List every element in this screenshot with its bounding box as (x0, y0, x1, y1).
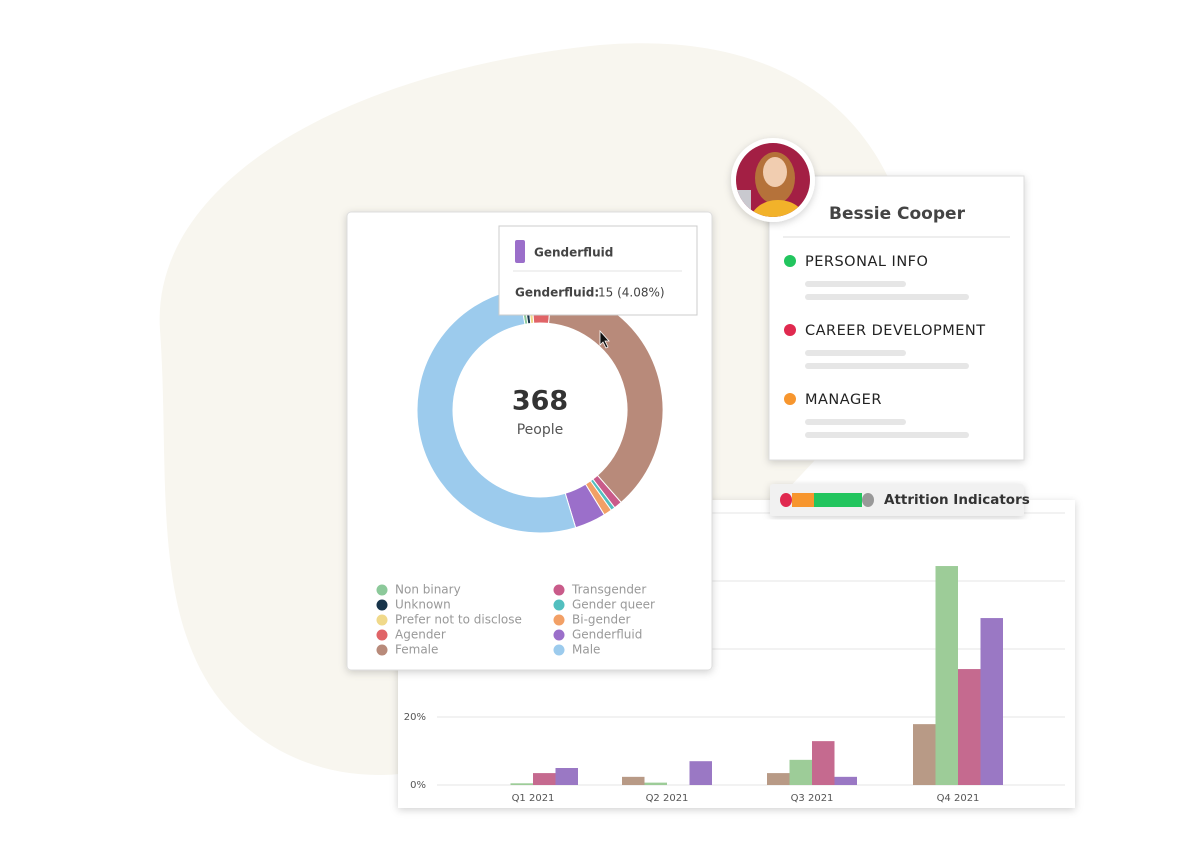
bar (935, 566, 958, 785)
placeholder-line (805, 294, 969, 300)
bar (913, 724, 936, 785)
x-tick-label: Q3 2021 (791, 793, 834, 804)
placeholder-line (805, 350, 906, 356)
section-dot (784, 324, 796, 336)
tooltip-title: Genderfluid (534, 246, 613, 260)
section-dot (784, 393, 796, 405)
tooltip-label: Genderfluid: (515, 286, 599, 300)
indicator-segment (780, 493, 792, 507)
placeholder-line (805, 432, 969, 438)
bar (622, 776, 645, 785)
legend-label: Transgender (571, 583, 646, 597)
legend-swatch (553, 584, 565, 596)
y-tick-label: 20% (404, 712, 426, 723)
indicator-segment (862, 493, 874, 507)
legend-swatch (376, 584, 388, 596)
tooltip-value: 15 (4.08%) (598, 286, 665, 300)
legend-label: Male (572, 643, 600, 657)
bar (533, 773, 556, 785)
indicator-segment (814, 493, 862, 507)
x-tick-label: Q2 2021 (646, 793, 689, 804)
bar (789, 759, 812, 785)
legend-swatch (553, 599, 565, 611)
legend-label: Gender queer (572, 598, 655, 612)
legend-swatch (376, 644, 388, 656)
legend-swatch (553, 614, 565, 626)
legend-label: Female (395, 643, 438, 657)
bar (812, 741, 835, 785)
placeholder-line (805, 363, 969, 369)
indicator-title: Attrition Indicators (884, 492, 1030, 508)
bar (767, 773, 790, 785)
profile-card (768, 175, 1025, 461)
avatar (736, 143, 810, 217)
legend-label: Agender (395, 628, 446, 642)
bar (834, 776, 857, 785)
section-title: MANAGER (805, 392, 882, 408)
legend-label: Prefer not to disclose (395, 613, 522, 627)
bar (980, 618, 1003, 785)
legend-swatch (553, 629, 565, 641)
bar (958, 669, 981, 785)
center-value: 368 (512, 386, 568, 417)
legend-label: Non binary (395, 583, 461, 597)
legend-swatch (376, 599, 388, 611)
indicator-segment (792, 493, 814, 507)
legend-swatch (376, 629, 388, 641)
legend-label: Genderfluid (572, 628, 642, 642)
bar (510, 783, 533, 785)
x-tick-label: Q1 2021 (512, 793, 555, 804)
x-tick-label: Q4 2021 (937, 793, 980, 804)
section-title: CAREER DEVELOPMENT (805, 323, 986, 339)
cursor (599, 329, 610, 349)
donut-segment (548, 287, 664, 504)
tooltip-swatch (515, 240, 525, 263)
placeholder-line (805, 281, 906, 287)
legend-swatch (553, 644, 565, 656)
section-title: PERSONAL INFO (805, 254, 928, 270)
section-dot (784, 255, 796, 267)
bar (644, 782, 667, 785)
profile-name: Bessie Cooper (829, 204, 966, 224)
placeholder-line (805, 419, 906, 425)
legend-label: Unknown (395, 598, 451, 612)
legend-label: Bi-gender (572, 613, 631, 627)
avatar-face (763, 157, 787, 187)
legend-swatch (376, 614, 388, 626)
bar (555, 768, 578, 785)
y-tick-label: 0% (410, 780, 426, 791)
indicator-bar (780, 493, 874, 507)
indicator-pill (770, 484, 1024, 516)
center-label: People (517, 422, 564, 438)
bar (689, 761, 712, 785)
avatar-body (750, 200, 806, 217)
